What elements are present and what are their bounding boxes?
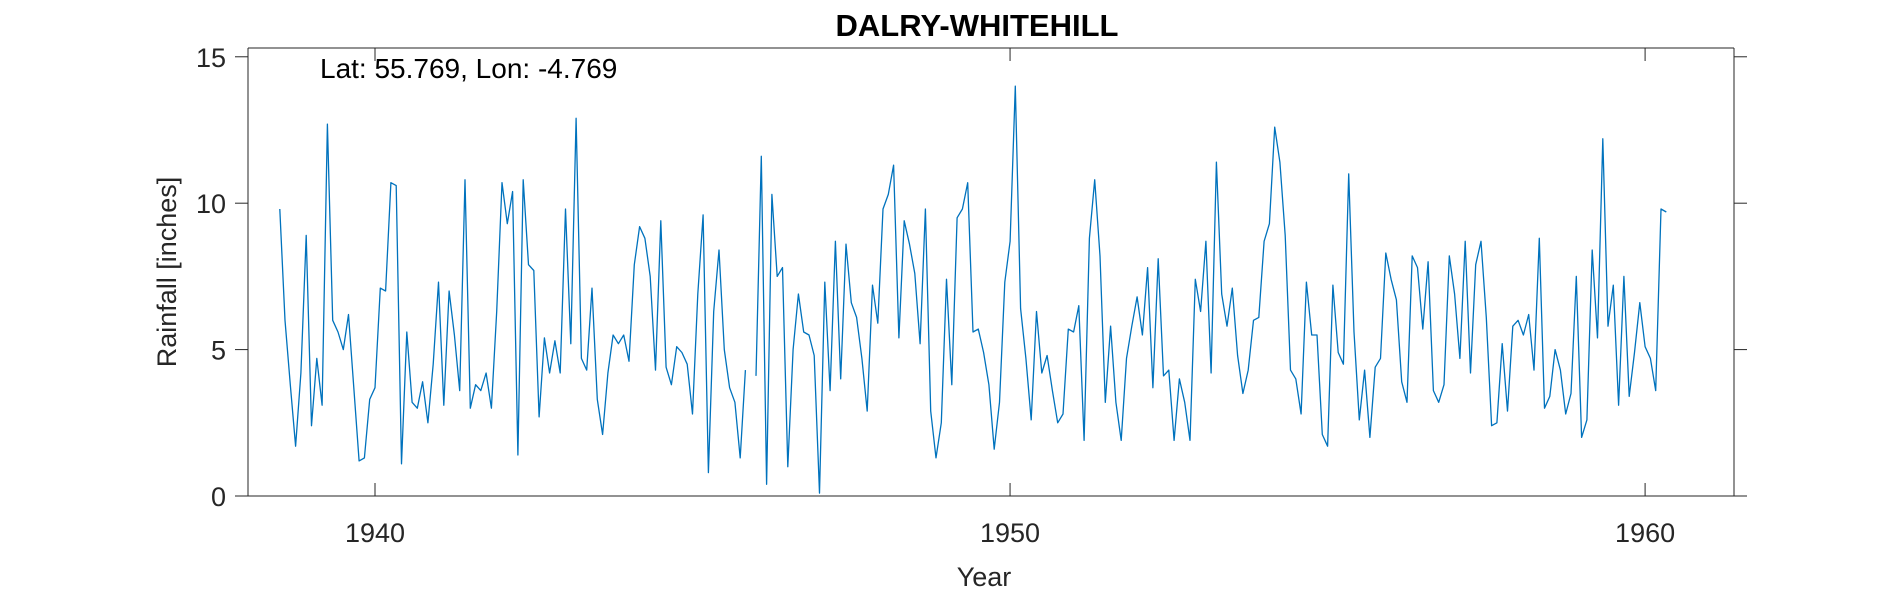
x-tick-label: 1940 (345, 518, 405, 548)
x-tick-label: 1960 (1615, 518, 1675, 548)
chart-title: DALRY-WHITEHILL (836, 8, 1119, 43)
plot-area (248, 48, 1734, 496)
y-tick-label: 10 (196, 189, 226, 219)
y-axis-label: Rainfall [inches] (152, 177, 182, 368)
y-tick-label: 0 (211, 482, 226, 512)
series-layer (279, 85, 1667, 494)
x-tick-labels: 1940 1950 1960 (345, 518, 1675, 548)
x-axis-label: Year (957, 562, 1012, 591)
y-tick-label: 15 (196, 43, 226, 73)
series-line (279, 117, 747, 474)
location-annotation: Lat: 55.769, Lon: -4.769 (320, 53, 617, 84)
y-tick-label: 5 (211, 336, 226, 366)
series-line (755, 85, 1667, 494)
tick-marks (235, 48, 1747, 497)
y-tick-labels: 0 5 10 15 (196, 43, 226, 512)
x-tick-label: 1950 (980, 518, 1040, 548)
